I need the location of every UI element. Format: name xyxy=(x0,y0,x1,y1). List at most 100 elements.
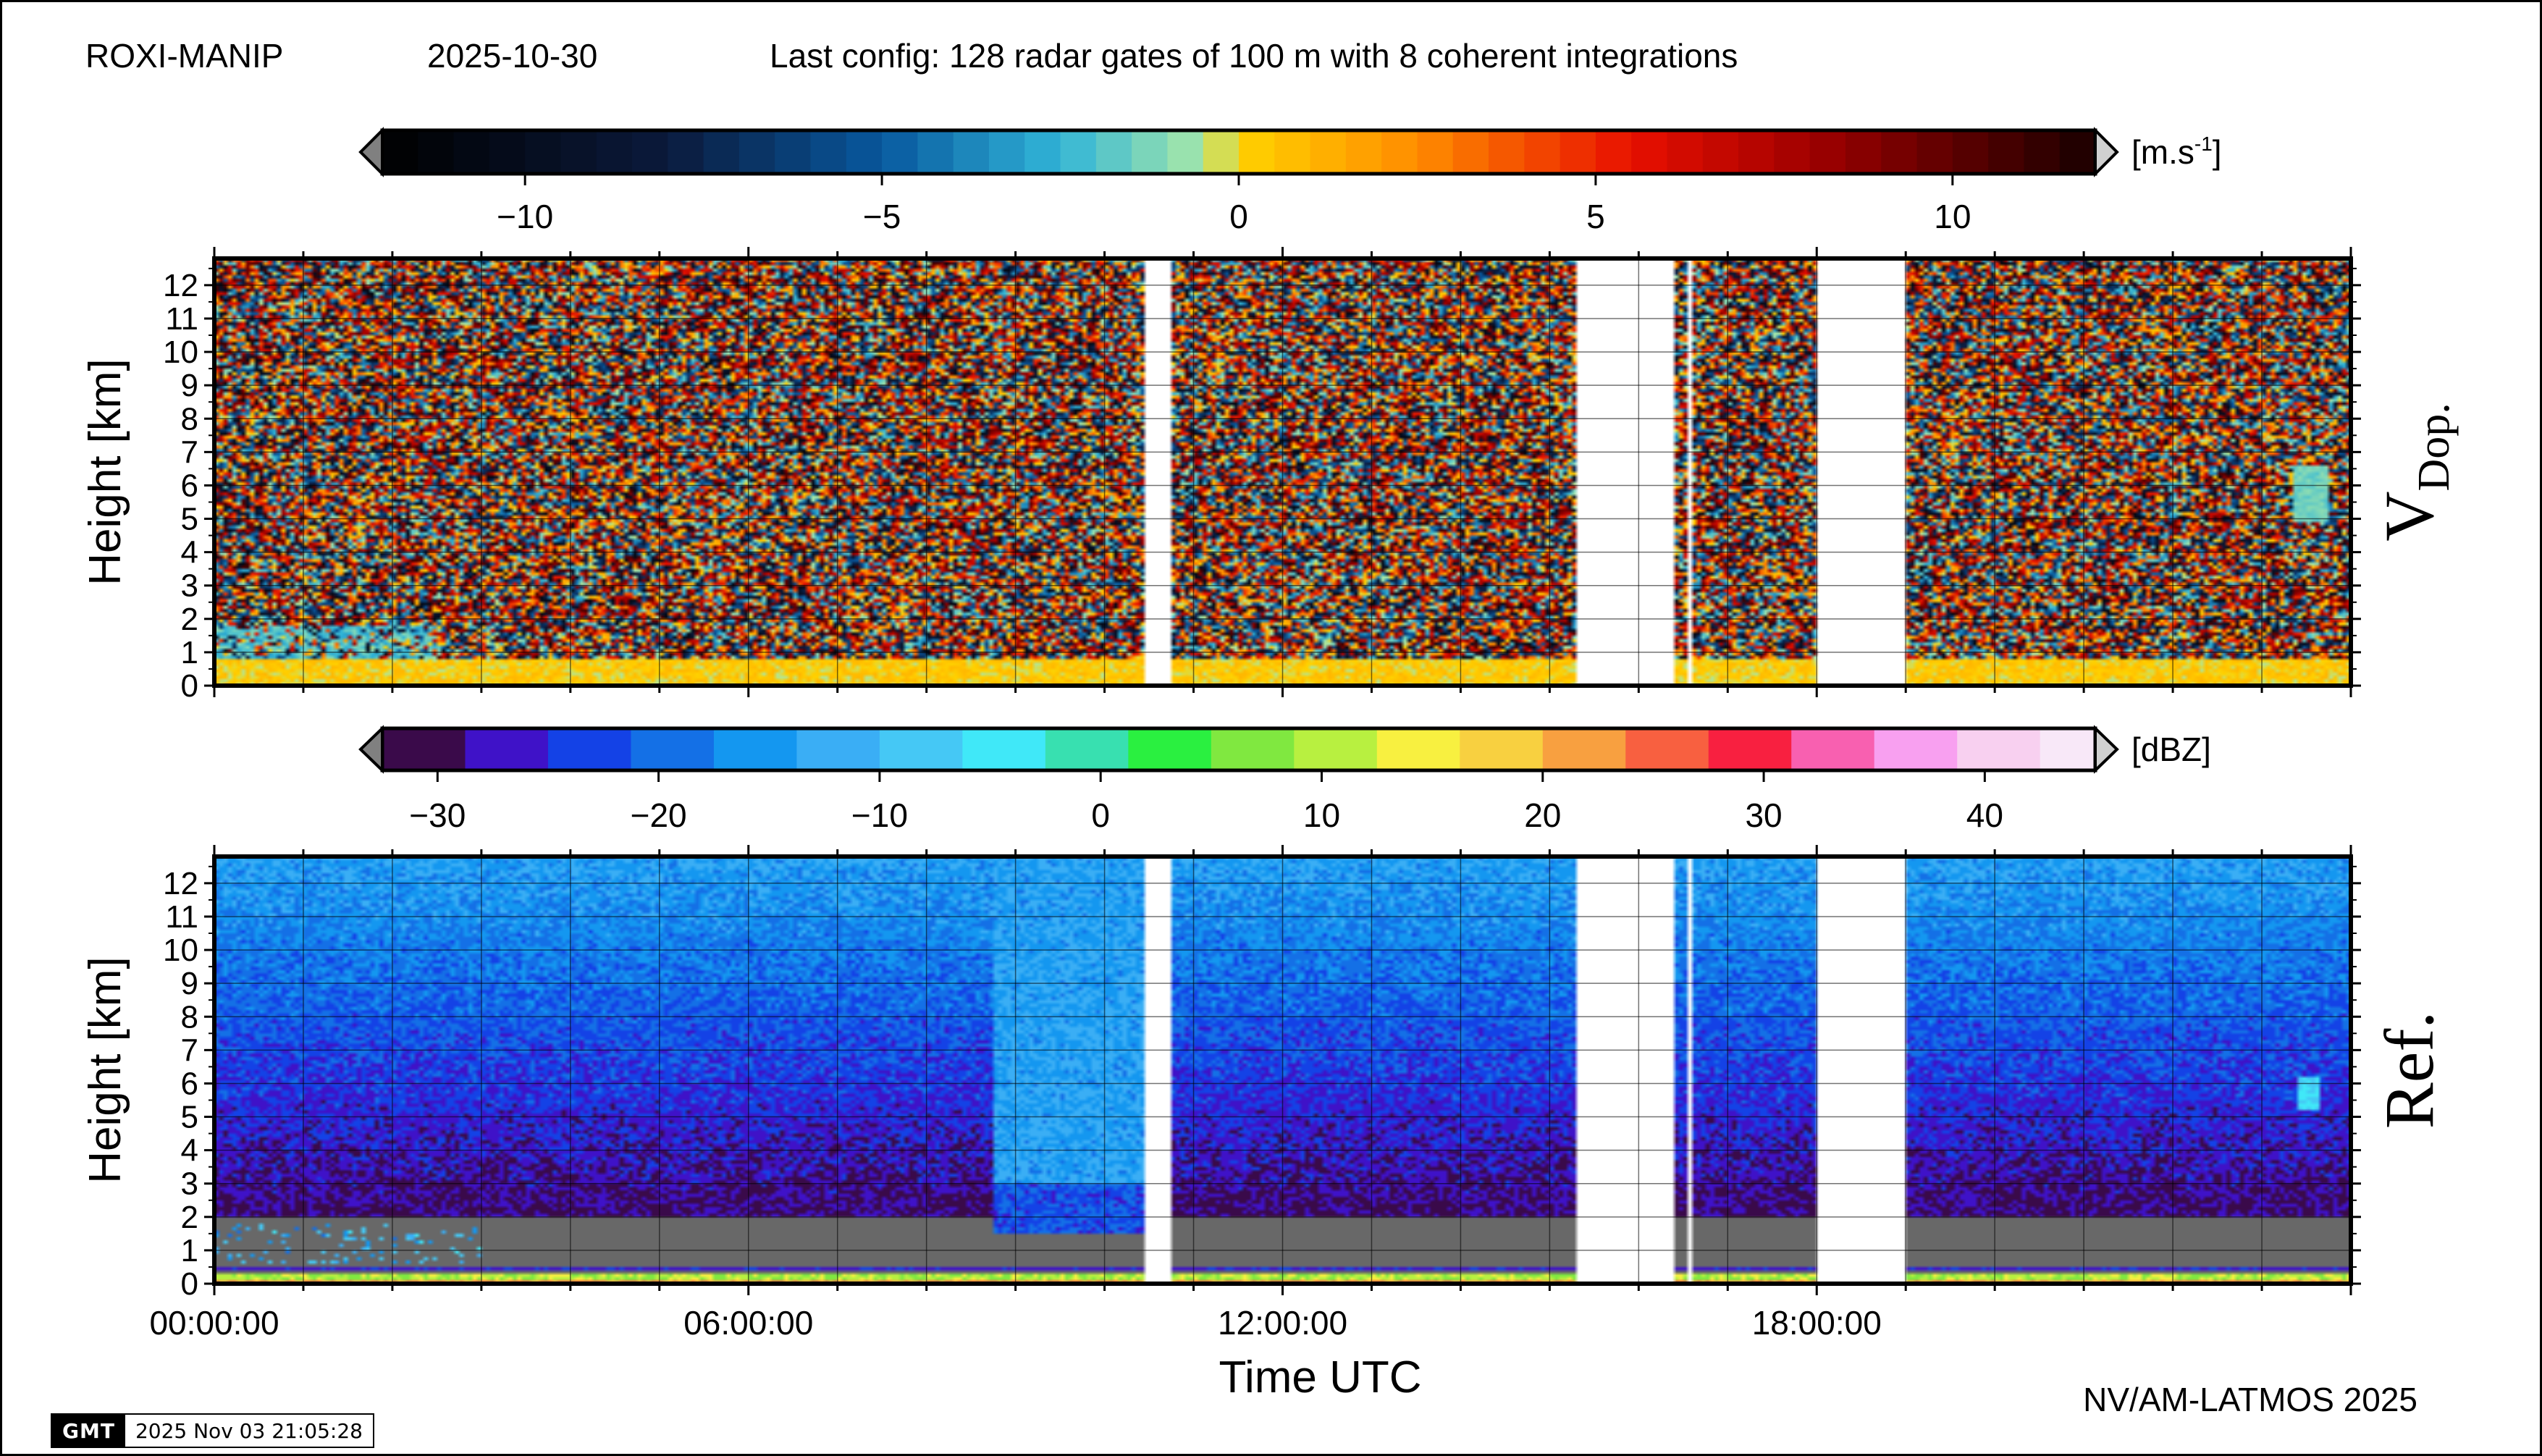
colorbar-segment xyxy=(882,130,919,174)
colorbar-segment xyxy=(1376,728,1461,770)
colorbar-tick-label: 5 xyxy=(1586,198,1605,235)
colorbar-tick-label: 10 xyxy=(1934,198,1971,235)
colorbar-segment xyxy=(796,728,880,770)
y-tick-label: 10 xyxy=(163,334,198,370)
y-tick-label: 2 xyxy=(181,602,198,637)
y-tick-label: 5 xyxy=(181,502,198,537)
colorbar-segment xyxy=(1542,728,1627,770)
y-tick-label: 8 xyxy=(181,401,198,437)
panel-label: Ref. xyxy=(2370,1011,2448,1129)
colorbar-segment xyxy=(1045,728,1129,770)
config-text: Last config: 128 radar gates of 100 m wi… xyxy=(770,37,1738,75)
colorbar-segment xyxy=(547,728,632,770)
colorbar-segment xyxy=(1708,728,1793,770)
colorbar-segment xyxy=(879,728,964,770)
gmt-timestamp: GMT 2025 Nov 03 21:05:28 xyxy=(51,1413,374,1448)
colorbar-segment xyxy=(1702,130,1739,174)
y-tick-label: 4 xyxy=(181,535,198,571)
colorbar-segment xyxy=(1774,130,1811,174)
colorbar-underflow-triangle xyxy=(358,127,384,177)
gmt-logo: GMT xyxy=(52,1415,125,1447)
y-tick-label: 7 xyxy=(181,1032,198,1068)
colorbar-segment xyxy=(1524,130,1561,174)
y-tick-label: 8 xyxy=(181,999,198,1035)
colorbar-segment xyxy=(2059,130,2096,174)
colorbar-segment xyxy=(1239,130,1276,174)
colorbar-segment xyxy=(810,130,847,174)
colorbar-segment xyxy=(846,130,883,174)
x-tick-label: 18:00:00 xyxy=(1752,1304,1882,1342)
colorbar-segment xyxy=(1988,130,2025,174)
colorbar-segment xyxy=(738,130,776,174)
colorbar-segment xyxy=(489,130,526,174)
colorbar-segment xyxy=(988,130,1026,174)
colorbar-segment xyxy=(1417,130,1454,174)
colorbar-tick-label: −5 xyxy=(863,198,901,235)
colorbar-segment xyxy=(1667,130,1704,174)
colorbar-segment xyxy=(1874,728,1958,770)
y-tick-label: 11 xyxy=(165,301,198,337)
colorbar-segment xyxy=(382,130,419,174)
colorbar-segment xyxy=(1738,130,1775,174)
grid-2 xyxy=(214,857,2351,1284)
colorbar-segment xyxy=(1095,130,1132,174)
colorbar-segment xyxy=(1631,130,1668,174)
colorbar-segment xyxy=(1128,728,1212,770)
colorbar-segment xyxy=(1916,130,1953,174)
colorbar-segment xyxy=(1952,130,1989,174)
colorbar-segment xyxy=(1881,130,1918,174)
colorbar-segment xyxy=(525,130,562,174)
x-tick-label: 00:00:00 xyxy=(149,1304,279,1342)
y-tick-label: 0 xyxy=(181,668,198,704)
colorbar-unit-end: ] xyxy=(2213,133,2222,171)
y-tick-label: 3 xyxy=(181,568,198,604)
colorbar-segment xyxy=(1294,728,1378,770)
y-tick-label: 12 xyxy=(163,268,198,303)
colorbar-segment xyxy=(1060,130,1097,174)
colorbar-segment xyxy=(596,130,633,174)
colorbar-underflow-triangle xyxy=(358,725,384,774)
colorbar-segment xyxy=(775,130,812,174)
colorbar-tick-label: 10 xyxy=(1303,796,1340,834)
colorbar-segment xyxy=(1791,728,1875,770)
y-tick-label: 12 xyxy=(163,866,198,901)
colorbar-segment xyxy=(1167,130,1204,174)
y-axis-label: Height [km] xyxy=(80,358,130,586)
x-tick-label: 06:00:00 xyxy=(683,1304,813,1342)
colorbar-tick-label: 20 xyxy=(1524,796,1561,834)
y-tick-label: 3 xyxy=(181,1166,198,1202)
y-tick-label: 6 xyxy=(181,468,198,503)
x-tick-label: 12:00:00 xyxy=(1218,1304,1347,1342)
colorbar-segment xyxy=(1203,130,1240,174)
colorbar-segment xyxy=(1132,130,1169,174)
colorbar-segment xyxy=(382,728,466,770)
colorbar-overflow-triangle xyxy=(2094,127,2119,177)
colorbar-segment xyxy=(1345,130,1382,174)
colorbar-segment xyxy=(1381,130,1418,174)
colorbar-tick-label: 0 xyxy=(1091,796,1110,834)
colorbar-segment xyxy=(1595,130,1633,174)
y-tick-label: 0 xyxy=(181,1266,198,1302)
colorbar-unit: [m.s-1] xyxy=(2131,132,2222,171)
colorbar-segment xyxy=(560,130,597,174)
colorbar-tick-label: −20 xyxy=(631,796,687,834)
colorbar-segment xyxy=(1024,130,1061,174)
colorbar-segment xyxy=(1460,728,1544,770)
colorbar-segment xyxy=(1274,130,1311,174)
colorbar-tick-label: 30 xyxy=(1745,796,1782,834)
colorbar-segment xyxy=(1489,130,1525,174)
colorbar-tick-label: 0 xyxy=(1229,198,1248,235)
colorbar-unit: [dBZ] xyxy=(2131,731,2211,768)
colorbar-1: −10 −5 0 5 10 [m.s-1] xyxy=(358,127,2222,235)
colorbar-segment xyxy=(1845,130,1882,174)
colorbar-segment xyxy=(631,728,715,770)
colorbar-segment xyxy=(2040,728,2096,770)
y-tick-label: 4 xyxy=(181,1133,198,1169)
colorbar-segment xyxy=(418,130,455,174)
colorbar-unit-base: [m.s xyxy=(2131,133,2194,171)
colorbar-segment xyxy=(1625,728,1709,770)
colorbar-segment xyxy=(453,130,490,174)
colorbar-tick-label: −30 xyxy=(409,796,466,834)
y-axis-label: Height [km] xyxy=(80,956,130,1184)
